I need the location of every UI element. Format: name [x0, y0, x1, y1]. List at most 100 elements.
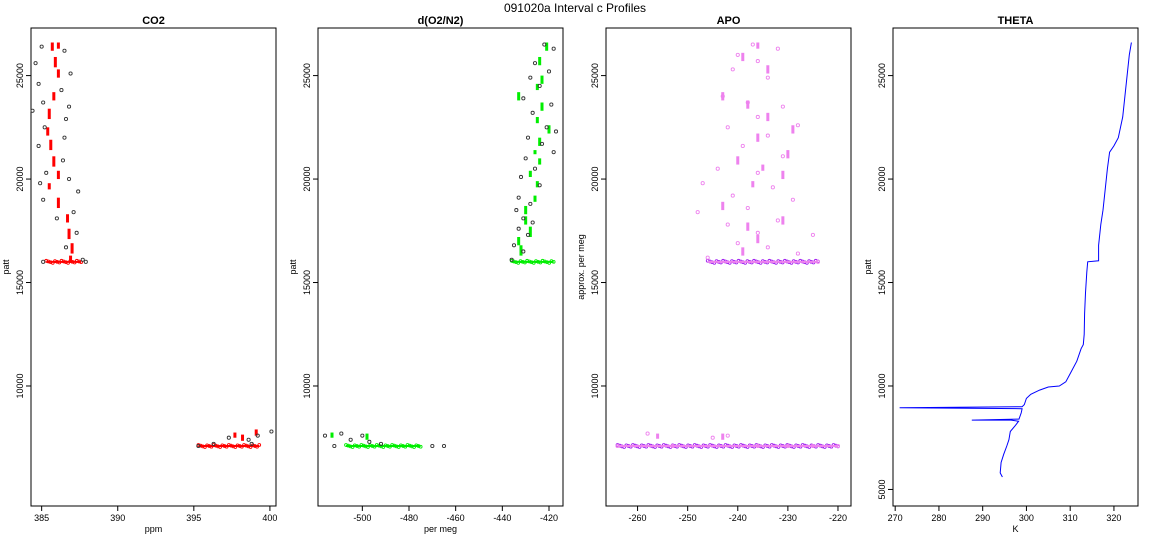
chart-3-title: THETA — [998, 15, 1034, 27]
chart-0-open-point — [60, 158, 66, 163]
chart-1-open-point — [525, 135, 531, 140]
chart-2-open-point — [725, 222, 730, 227]
chart-0-y-tick-label: 25000 — [15, 63, 25, 88]
chart-0-x-tick-label: 395 — [186, 513, 201, 523]
chart-1-open-point — [525, 232, 531, 237]
chart-1-open-point — [544, 125, 549, 130]
chart-1-plot-frame — [317, 27, 564, 507]
chart-3-y-tick-label: 10000 — [877, 373, 887, 398]
chart-2-open-point — [745, 100, 750, 105]
chart-0-open-point — [41, 259, 46, 264]
figure-title: 091020a Interval c Profiles — [504, 1, 646, 15]
chart-0-open-point — [63, 116, 69, 122]
chart-3-x-label: K — [1012, 524, 1018, 534]
chart-1-open-point — [339, 431, 344, 436]
chart-0-y-label: patt — [1, 259, 11, 275]
chart-0-open-point — [226, 435, 231, 440]
chart-3-x-tick-label: 280 — [931, 513, 946, 523]
chart-1-open-point — [528, 75, 533, 80]
chart-2-open-point — [790, 197, 795, 202]
chart-1-open-point — [521, 249, 526, 254]
chart-0-title: CO2 — [142, 15, 165, 27]
chart-1-open-point — [511, 243, 517, 248]
apo-panel: APO -260 -250 -240 -230 -220 10000 15000 20000 25… — [576, 15, 852, 523]
chart-2-y-tick-label: 15000 — [590, 270, 600, 295]
chart-0-open-point — [38, 181, 43, 186]
chart-3-y-label: patt — [863, 259, 873, 275]
chart-1-open-point — [539, 141, 545, 146]
chart-2-x-tick-label: -230 — [779, 513, 797, 523]
co2-panel: CO2 385 390 395 400 10000 15000 20000 25000 ppm pa… — [1, 15, 277, 534]
chart-2-open-point — [695, 210, 700, 215]
chart-2-open-point — [780, 154, 785, 159]
chart-3-y-tick-label: 20000 — [877, 167, 887, 192]
chart-1-title: d(O2/N2) — [418, 15, 464, 27]
chart-1-open-point — [528, 201, 533, 206]
chart-2-x-tick-label: -260 — [629, 513, 647, 523]
chart-1-open-point — [441, 443, 447, 449]
chart-3-y-tick-label: 25000 — [877, 63, 887, 88]
chart-0-open-point — [196, 443, 201, 449]
chart-2-open-point — [780, 104, 785, 109]
chart-0-x-tick-label: 390 — [110, 513, 125, 523]
chart-1-open-point — [537, 83, 542, 88]
chart-2-open-point — [795, 123, 800, 128]
chart-1-open-point — [546, 69, 552, 74]
chart-1-open-point — [551, 46, 556, 51]
chart-1-open-point — [430, 443, 435, 449]
chart-0-open-point — [36, 143, 41, 148]
chart-2-open-point — [720, 94, 725, 99]
chart-1-open-point — [516, 195, 521, 200]
chart-0-open-point — [211, 441, 216, 446]
chart-2-open-point — [755, 170, 760, 175]
chart-2-open-point — [770, 185, 775, 190]
chart-2-open-point — [670, 443, 675, 449]
chart-1-open-point — [514, 208, 519, 213]
chart-2-open-point — [755, 59, 760, 64]
chart-0-open-point — [39, 44, 44, 49]
chart-2-open-point — [740, 143, 745, 148]
chart-1-open-point — [532, 166, 538, 171]
chart-3-y-tick-label: 15000 — [877, 270, 887, 295]
chart-3-x-tick-label: 310 — [1063, 513, 1078, 523]
chart-1-open-point — [322, 433, 328, 438]
chart-2-open-point — [725, 433, 730, 438]
chart-2-open-point — [785, 443, 790, 449]
chart-0-open-point — [42, 125, 47, 130]
chart-1-open-point — [530, 220, 535, 225]
chart-0-open-point — [80, 257, 85, 262]
theta-panel: THETA 270 280 290 300 310 320 5000 10000 15000 200… — [863, 15, 1139, 534]
chart-2-open-point — [645, 431, 650, 436]
chart-2-open-point — [735, 52, 740, 57]
chart-0-open-point — [62, 135, 67, 140]
chart-1-y-tick-label: 10000 — [302, 373, 312, 398]
chart-0-open-point — [255, 433, 260, 438]
chart-2-open-point — [735, 241, 740, 246]
chart-2-y-tick-label: 10000 — [590, 373, 600, 398]
chart-1-y-label: patt — [288, 259, 298, 275]
chart-2-open-point — [815, 259, 820, 264]
chart-1-open-point — [509, 257, 514, 262]
chart-2-open-point — [775, 218, 780, 223]
chart-1-open-point — [521, 96, 526, 101]
chart-3-x-tick-label: 290 — [975, 513, 990, 523]
chart-1-x-tick-label: -500 — [353, 513, 371, 523]
chart-3-x-tick-label: 270 — [888, 513, 903, 523]
chart-0-open-point — [63, 245, 69, 250]
chart-0-open-point — [74, 230, 79, 235]
chart-1-open-point — [348, 437, 353, 442]
chart-2-y-label: approx. per meg — [576, 234, 586, 300]
chart-2-open-point — [775, 46, 780, 51]
chart-1-open-point — [360, 433, 365, 438]
chart-1-open-point — [332, 443, 337, 449]
chart-2-open-point — [765, 75, 770, 80]
chart-3-x-tick-label: 320 — [1106, 513, 1121, 523]
chart-0-open-point — [44, 170, 49, 175]
chart-0-open-point — [76, 189, 81, 194]
chart-0-x-tick-label: 385 — [34, 513, 49, 523]
chart-2-x-tick-label: -250 — [679, 513, 697, 523]
chart-0-open-point — [62, 48, 67, 53]
chart-1-open-point — [516, 226, 521, 231]
chart-1-open-point — [518, 174, 524, 180]
